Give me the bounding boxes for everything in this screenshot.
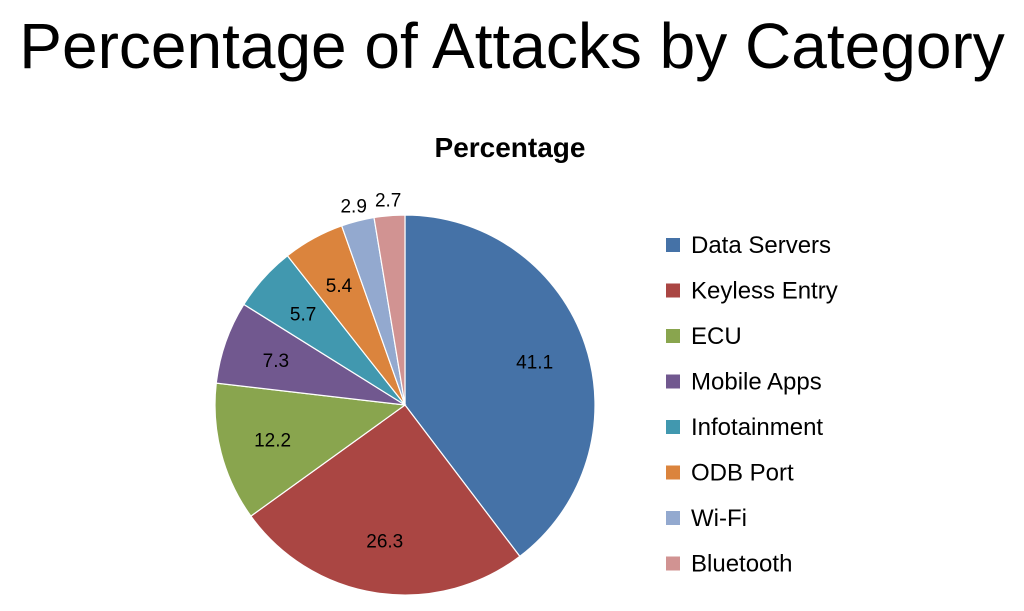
- legend-label: Wi-Fi: [691, 505, 747, 532]
- legend-item-ecu: ECU: [666, 323, 742, 350]
- legend: Data Servers Keyless Entry ECU Mobile Apps I…: [666, 232, 838, 578]
- data-label-keyless-entry: 26.3: [366, 531, 403, 552]
- legend-swatch: [666, 374, 680, 389]
- pie-slices: [214, 214, 596, 596]
- legend-label: Data Servers: [691, 232, 831, 259]
- legend-label: Bluetooth: [691, 551, 792, 578]
- legend-label: Infotainment: [691, 414, 823, 441]
- legend-swatch: [666, 465, 680, 480]
- legend-label: Keyless Entry: [691, 278, 838, 305]
- data-label-ecu: 12.2: [254, 430, 291, 451]
- pie-slice-ecu: [214, 382, 407, 517]
- legend-swatch: [666, 511, 680, 525]
- legend-item-data-servers: Data Servers: [666, 232, 831, 259]
- legend-item-odb-port: ODB Port: [666, 460, 794, 487]
- legend-swatch: [666, 238, 680, 252]
- data-labels: 41.1 26.3 12.2 7.3 5.7 5.4 2.9 2.7: [254, 191, 553, 553]
- legend-item-mobile-apps: Mobile Apps: [666, 369, 822, 396]
- data-label-bluetooth: 2.7: [375, 191, 401, 212]
- legend-swatch: [666, 556, 680, 571]
- legend-item-wi-fi: Wi-Fi: [666, 505, 747, 532]
- legend-item-infotainment: Infotainment: [666, 414, 823, 441]
- data-label-wi-fi: 2.9: [340, 196, 366, 217]
- legend-swatch: [666, 283, 680, 298]
- legend-swatch: [666, 329, 680, 343]
- data-label-infotainment: 5.7: [290, 305, 316, 326]
- legend-label: Mobile Apps: [691, 369, 822, 396]
- pie-slice-keyless-entry: [250, 404, 521, 596]
- slide-title: Percentage of Attacks by Category: [19, 10, 1005, 82]
- legend-label: ECU: [691, 323, 742, 350]
- pie-slice-bluetooth: [373, 214, 406, 406]
- legend-swatch: [666, 420, 680, 434]
- data-label-data-servers: 41.1: [516, 352, 553, 373]
- legend-item-keyless-entry: Keyless Entry: [666, 278, 838, 305]
- data-label-odb-port: 5.4: [326, 276, 353, 297]
- legend-label: ODB Port: [691, 460, 794, 487]
- legend-item-bluetooth: Bluetooth: [666, 551, 792, 578]
- data-label-mobile-apps: 7.3: [263, 351, 289, 372]
- pie-slice-data-servers: [404, 214, 596, 558]
- chart-title: Percentage: [435, 132, 586, 163]
